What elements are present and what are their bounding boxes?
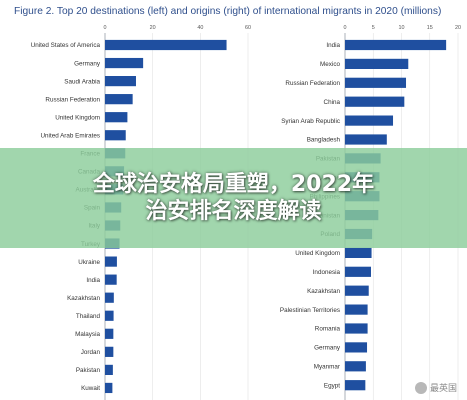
- destination-bar-russian-federation: [105, 94, 133, 105]
- watermark-text: 最英国: [429, 383, 457, 393]
- destination-label-malaysia: Malaysia: [75, 331, 100, 338]
- origin-bar-egypt: [345, 380, 366, 391]
- origin-label-palestinian-territories: Palestinian Territories: [280, 307, 340, 314]
- destination-bar-malaysia: [105, 328, 114, 339]
- destination-label-thailand: Thailand: [76, 313, 101, 320]
- x-tick-label: 0: [104, 25, 107, 31]
- overlay-banner: 全球治安格局重塑，2022年 治安排名深度解读: [0, 148, 467, 248]
- watermark: 最英国: [414, 381, 457, 394]
- destination-bar-united-kingdom: [105, 112, 128, 123]
- origin-bar-palestinian-territories: [345, 304, 368, 315]
- origin-bar-syrian-arab-republic: [345, 115, 394, 126]
- destination-label-united-states-of-america: United States of America: [31, 42, 101, 49]
- destination-bar-jordan: [105, 346, 114, 357]
- origin-label-bangladesh: Bangladesh: [307, 137, 341, 144]
- destination-label-germany: Germany: [74, 60, 101, 67]
- origin-bar-russian-federation: [345, 77, 407, 88]
- destination-bar-united-arab-emirates: [105, 130, 126, 141]
- x-tick-label: 20: [150, 25, 156, 31]
- origin-label-china: China: [324, 99, 341, 106]
- origin-label-mexico: Mexico: [320, 61, 340, 68]
- destination-label-united-kingdom: United Kingdom: [55, 114, 100, 121]
- destination-label-saudi-arabia: Saudi Arabia: [64, 78, 100, 85]
- destination-label-kazakhstan: Kazakhstan: [67, 295, 100, 302]
- banner-line-2: 治安排名深度解读: [145, 199, 322, 224]
- origin-bar-myanmar: [345, 361, 366, 372]
- destination-bar-saudi-arabia: [105, 76, 136, 87]
- destination-bar-ukraine: [105, 256, 117, 267]
- destination-bar-india: [105, 274, 117, 285]
- origin-bar-kazakhstan: [345, 285, 369, 296]
- origin-label-romania: Romania: [315, 326, 341, 333]
- destination-label-india: India: [86, 277, 100, 284]
- origin-bar-united-kingdom: [345, 247, 372, 258]
- x-tick-label: 5: [372, 25, 375, 31]
- origin-label-germany: Germany: [314, 345, 341, 352]
- x-tick-label: 10: [399, 25, 405, 31]
- origin-label-egypt: Egypt: [324, 382, 340, 389]
- figure-title: Figure 2. Top 20 destinations (left) and…: [14, 6, 442, 17]
- origin-bar-germany: [345, 342, 368, 353]
- x-tick-label: 20: [455, 25, 461, 31]
- x-tick-label: 15: [427, 25, 433, 31]
- watermark-logo-icon: [414, 381, 427, 394]
- banner-line-1: 全球治安格局重塑，2022年: [92, 172, 375, 197]
- origin-label-kazakhstan: Kazakhstan: [307, 288, 340, 295]
- destination-label-pakistan: Pakistan: [76, 367, 101, 374]
- destination-bar-pakistan: [105, 364, 113, 375]
- origin-label-indonesia: Indonesia: [313, 269, 341, 276]
- origin-bar-bangladesh: [345, 134, 387, 145]
- destination-label-kuwait: Kuwait: [81, 385, 100, 392]
- destination-label-russian-federation: Russian Federation: [45, 96, 100, 103]
- destination-label-ukraine: Ukraine: [78, 259, 100, 266]
- destination-bar-united-states-of-america: [105, 39, 227, 51]
- origin-label-russian-federation: Russian Federation: [285, 80, 340, 87]
- destination-bar-kazakhstan: [105, 292, 114, 303]
- origin-label-united-kingdom: United Kingdom: [295, 250, 340, 257]
- destination-label-jordan: Jordan: [81, 349, 101, 356]
- x-tick-label: 0: [344, 25, 347, 31]
- origin-bar-mexico: [345, 58, 409, 69]
- origin-bar-romania: [345, 323, 368, 334]
- x-tick-label: 40: [197, 25, 203, 31]
- origin-bar-india: [345, 39, 447, 51]
- destination-bar-thailand: [105, 310, 114, 321]
- origin-label-myanmar: Myanmar: [314, 364, 340, 371]
- origin-label-india: India: [326, 42, 340, 49]
- origin-label-syrian-arab-republic: Syrian Arab Republic: [281, 118, 340, 125]
- origin-bar-indonesia: [345, 266, 371, 277]
- x-tick-label: 60: [245, 25, 251, 31]
- destination-bar-germany: [105, 57, 144, 69]
- destination-bar-kuwait: [105, 382, 113, 394]
- origin-bar-china: [345, 96, 405, 107]
- destination-label-united-arab-emirates: United Arab Emirates: [41, 132, 101, 139]
